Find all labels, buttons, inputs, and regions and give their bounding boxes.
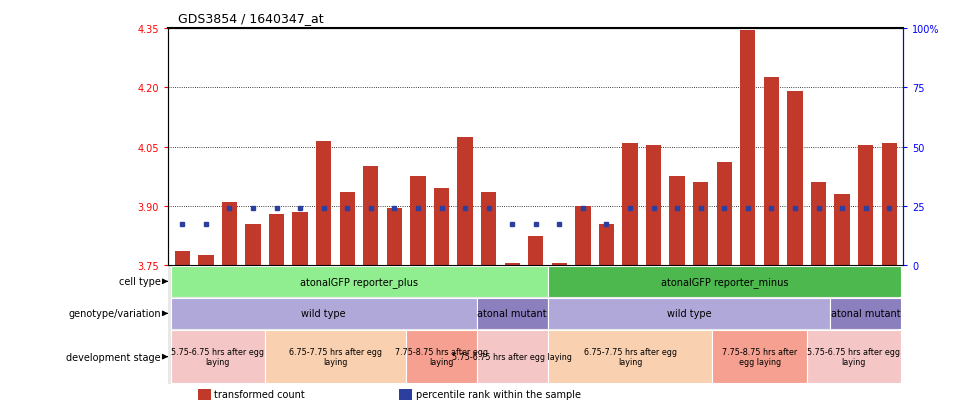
Bar [834,195,850,266]
Bar [477,331,548,383]
Bar [811,183,826,266]
Bar [830,298,901,329]
Bar [407,331,477,383]
Bar [787,92,802,266]
Bar [712,331,806,383]
Bar [480,193,496,266]
Bar [858,145,874,266]
Bar [599,224,614,266]
Bar [548,298,830,329]
Bar [175,252,190,266]
Bar [399,389,412,400]
Bar [198,256,213,266]
Text: transformed count: transformed count [214,389,306,399]
Bar [552,264,567,266]
Text: 7.75-8.75 hrs after egg
laying: 7.75-8.75 hrs after egg laying [395,347,488,366]
Bar [670,177,685,266]
Text: development stage: development stage [66,352,161,362]
Bar [548,266,901,297]
Bar [170,298,477,329]
Text: genotype/variation: genotype/variation [68,309,161,318]
Bar [386,209,402,266]
Bar [269,214,284,266]
Text: 5.75-6.75 hrs after egg
laying: 5.75-6.75 hrs after egg laying [807,347,900,366]
Bar [170,266,548,297]
Text: atonal mutant: atonal mutant [478,309,547,318]
Bar [646,145,661,266]
Bar [881,143,897,266]
Bar [170,331,265,383]
Text: atonalGFP reporter_plus: atonalGFP reporter_plus [300,276,418,287]
Bar [477,298,548,329]
Bar [717,163,732,266]
Text: percentile rank within the sample: percentile rank within the sample [415,389,580,399]
Text: GDS3854 / 1640347_at: GDS3854 / 1640347_at [178,12,324,25]
Bar [433,189,449,266]
Bar [245,224,260,266]
Bar [292,212,308,266]
Bar [222,202,237,266]
Bar [740,31,755,266]
Bar [548,331,712,383]
Text: atonalGFP reporter_minus: atonalGFP reporter_minus [660,276,788,287]
Bar [576,206,591,266]
Bar [410,177,426,266]
Bar [529,236,543,266]
Bar [198,389,210,400]
Bar [764,78,779,266]
Bar [363,167,379,266]
Bar [457,138,473,266]
Bar [316,141,332,266]
Text: wild type: wild type [667,309,711,318]
Bar [693,183,708,266]
Text: atonal mutant: atonal mutant [831,309,900,318]
Text: 5.75-6.75 hrs after egg laying: 5.75-6.75 hrs after egg laying [453,352,572,361]
Text: cell type: cell type [119,277,161,287]
Text: 5.75-6.75 hrs after egg
laying: 5.75-6.75 hrs after egg laying [171,347,264,366]
Text: 7.75-8.75 hrs after
egg laying: 7.75-8.75 hrs after egg laying [722,347,798,366]
Text: 6.75-7.75 hrs after egg
laying: 6.75-7.75 hrs after egg laying [289,347,382,366]
Bar [265,331,407,383]
Text: 6.75-7.75 hrs after egg
laying: 6.75-7.75 hrs after egg laying [583,347,677,366]
Bar [806,331,901,383]
Text: wild type: wild type [302,309,346,318]
Bar [505,264,520,266]
Bar [623,143,638,266]
Bar [339,193,355,266]
